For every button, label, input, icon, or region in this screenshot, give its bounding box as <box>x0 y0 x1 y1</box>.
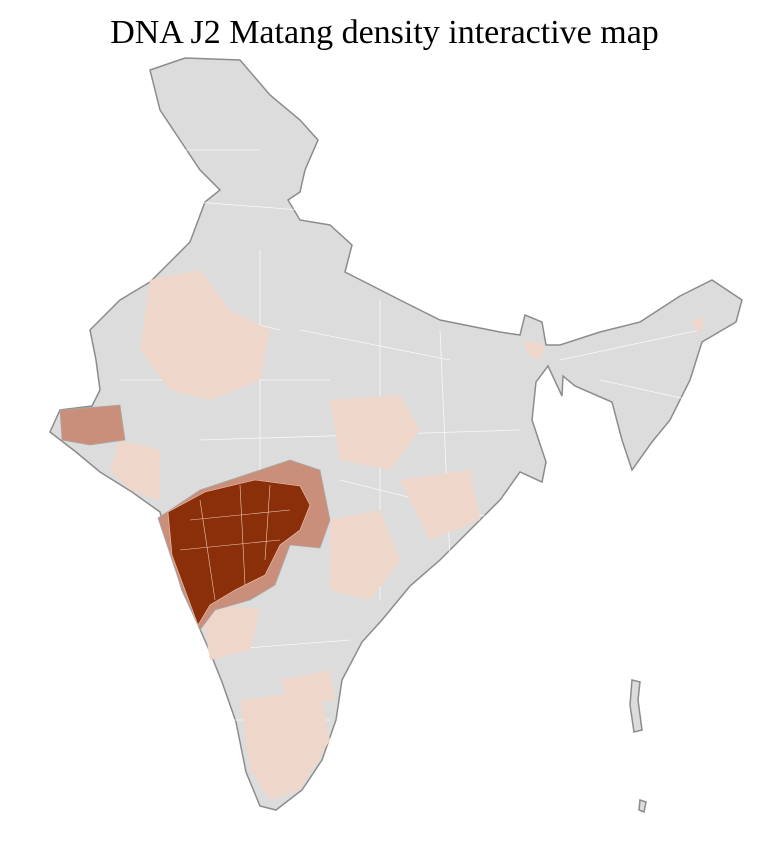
region-shape <box>200 600 260 660</box>
region-shape <box>400 470 480 540</box>
region-shape <box>280 670 335 705</box>
region-shape <box>110 440 160 500</box>
region-shape <box>140 270 270 400</box>
region-shape <box>690 318 705 335</box>
region-shape <box>330 395 420 470</box>
island <box>638 798 647 814</box>
island <box>629 679 643 733</box>
region-shape <box>179 484 291 601</box>
map-title: DNA J2 Matang density interactive map <box>110 14 659 51</box>
region-shape <box>240 690 330 800</box>
region-shape <box>525 340 545 360</box>
dark-region <box>167 479 311 626</box>
light-regions <box>110 270 705 800</box>
region-shape <box>167 479 311 626</box>
region-shape <box>330 510 400 600</box>
region-shape <box>59 404 126 446</box>
